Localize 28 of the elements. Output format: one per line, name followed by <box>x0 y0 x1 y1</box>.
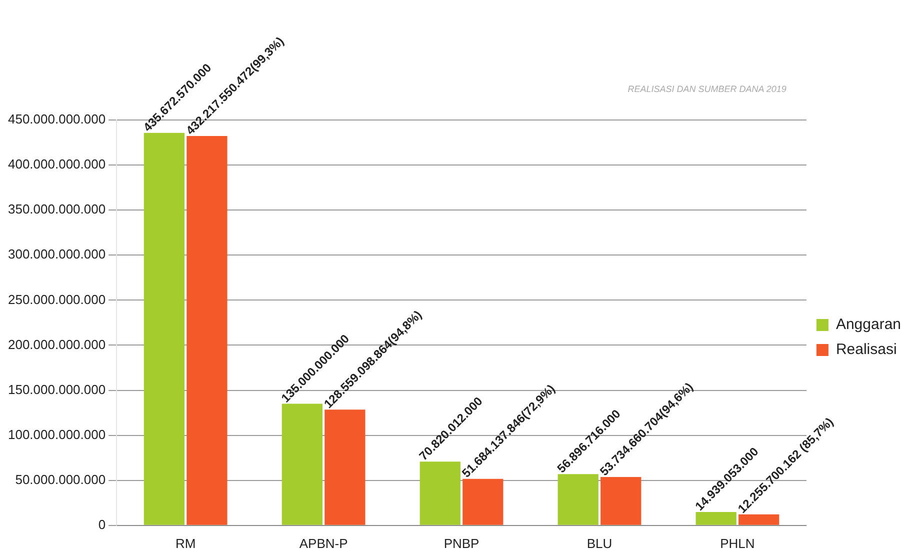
x-tick-label: APBN-P <box>299 536 348 551</box>
y-tick-label: 0 <box>98 516 106 532</box>
bar <box>738 514 780 525</box>
bar <box>324 410 366 525</box>
bar <box>144 132 185 525</box>
x-tick-label: PNBP <box>444 536 480 551</box>
y-tick-label: 200.000.000.000 <box>8 336 106 352</box>
x-tick-label: PHLN <box>720 536 755 551</box>
y-tick-label: 400.000.000.000 <box>8 156 106 172</box>
chart-title: REALISASI DAN SUMBER DANA 2019 <box>628 84 786 94</box>
legend-label: Anggaran <box>836 316 902 334</box>
y-tick-label: 250.000.000.000 <box>8 292 106 307</box>
y-tick-label: 300.000.000.000 <box>8 246 106 262</box>
bar <box>420 462 460 525</box>
y-tick-label: 100.000.000.000 <box>8 426 106 442</box>
y-tick-label: 350.000.000.000 <box>8 202 106 217</box>
x-tick-label: BLU <box>586 536 612 551</box>
bar <box>282 404 322 525</box>
bar <box>558 474 598 525</box>
y-tick-label: 450.000.000.000 <box>8 112 106 127</box>
bar <box>696 512 736 525</box>
x-tick-label: RM <box>175 536 196 551</box>
legend-label: Realisasi <box>836 341 897 358</box>
bar <box>186 136 228 525</box>
bar <box>600 476 642 525</box>
y-tick-label: 50.000.000.000 <box>15 472 106 487</box>
y-tick-label: 150.000.000.000 <box>8 382 106 397</box>
bar <box>462 478 504 525</box>
